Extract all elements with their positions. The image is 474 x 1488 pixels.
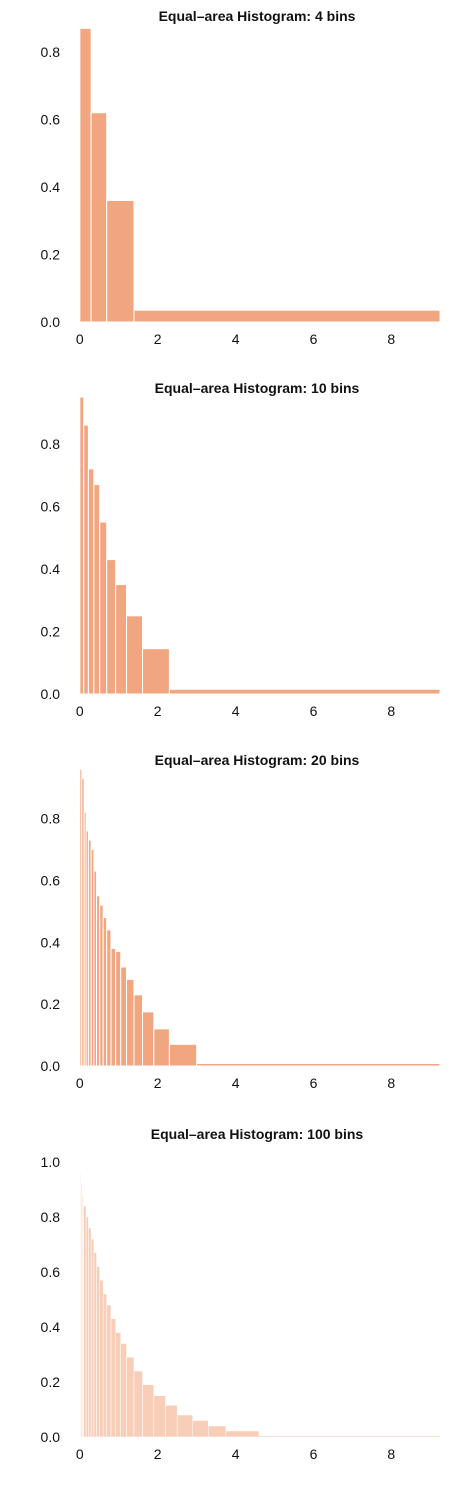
y-tick-label: 0.8 [41,1209,61,1225]
x-tick-label: 6 [310,1075,318,1091]
x-tick-label: 8 [387,703,395,719]
histogram-bar [192,1420,209,1438]
histogram-bar [87,468,95,695]
x-tick-label: 4 [232,1075,240,1091]
y-tick-label: 0.0 [41,1058,61,1074]
y-tick-label: 0.2 [41,996,61,1012]
y-tick-label: 0.4 [41,934,61,950]
x-tick-label: 4 [232,703,240,719]
y-tick-label: 0.2 [41,624,61,640]
histogram-bar [120,1343,127,1438]
histogram-bar [225,1430,260,1438]
histogram-bar [168,1043,198,1067]
histogram-bar [102,917,108,1067]
x-tick-label: 8 [387,1446,395,1462]
y-tick-label: 0.8 [41,44,61,60]
y-tick-label: 0.6 [41,1264,61,1280]
histogram-bar [99,904,104,1067]
x-tick-label: 0 [76,331,84,347]
histogram-bar [153,1028,170,1067]
histogram-bar [142,648,170,695]
x-tick-label: 2 [154,703,162,719]
histogram-bar [110,1318,116,1438]
y-tick-label: 0.0 [41,686,61,702]
histogram-bar [106,559,117,695]
histogram-panel-4: Equal–area Histogram: 100 bins 0.0 0.2 0.4 0… [41,1126,441,1462]
histogram-bar [106,1304,112,1438]
histogram-bar [83,1205,87,1438]
y-tick-label: 1.0 [41,1154,61,1170]
y-tick-label: 0.0 [41,314,61,330]
histogram-bar [133,994,144,1067]
histogram-bar [208,1425,227,1438]
x-tick-label: 8 [387,331,395,347]
histogram-bar [142,1384,155,1438]
histogram-bar [115,951,122,1067]
histogram-bar [120,966,128,1067]
histogram-bar [96,1266,100,1438]
histogram-bar [90,1238,95,1438]
chart-title: Equal–area Histogram: 4 bins [159,8,356,24]
histogram-bar [115,584,128,695]
x-tick-label: 8 [387,1075,395,1091]
y-tick-label: 0.8 [41,811,61,827]
x-tick-label: 4 [232,331,240,347]
histogram-bar [258,1435,441,1438]
x-tick-label: 2 [154,331,162,347]
histogram-bar [110,947,117,1067]
histogram-bar [133,1370,143,1438]
x-tick-label: 4 [232,1446,240,1462]
histogram-bar [142,1011,155,1067]
histogram-bar [102,1293,107,1438]
y-tick-label: 0.2 [41,1374,61,1390]
histogram-panel-1: Equal–area Histogram: 4 bins 0.0 0.2 0.4 0.6… [41,8,441,347]
histogram-bar [93,484,101,695]
histogram-bar [115,1332,121,1438]
histogram-bar [99,521,108,695]
histogram-bar [106,929,112,1067]
y-tick-label: 0.6 [41,872,61,888]
histogram-bar [93,1252,97,1438]
histogram-bar [126,978,135,1067]
x-tick-label: 6 [310,1446,318,1462]
histogram-bar [153,1395,166,1438]
histogram-bar [90,112,108,323]
histogram-bar [79,27,92,323]
chart-title: Equal–area Histogram: 10 bins [155,380,360,396]
histogram-bar [83,424,89,695]
histogram-bar [126,1357,135,1438]
x-tick-label: 2 [154,1446,162,1462]
histogram-bar [106,200,135,323]
y-tick-label: 0.0 [41,1429,61,1445]
histogram-panel-3: Equal–area Histogram: 20 bins 0.0 0.2 0.4 0.… [41,752,441,1091]
y-tick-label: 0.6 [41,112,61,128]
histogram-bar [165,1405,178,1438]
x-tick-label: 6 [310,331,318,347]
x-tick-label: 0 [76,1446,84,1462]
histogram-bar [133,309,441,323]
x-tick-label: 0 [76,703,84,719]
y-tick-label: 0.8 [41,436,61,452]
chart-title: Equal–area Histogram: 20 bins [155,752,360,768]
histogram-bar [176,1414,193,1438]
histogram-panel-2: Equal–area Histogram: 10 bins 0.0 0.2 0.4 0.… [41,380,441,719]
chart-title: Equal–area Histogram: 100 bins [151,1126,364,1142]
x-tick-label: 0 [76,1075,84,1091]
x-tick-label: 6 [310,703,318,719]
histogram-bar [79,396,85,695]
histogram-bar [99,1280,104,1438]
y-tick-label: 0.4 [41,561,61,577]
y-tick-label: 0.6 [41,498,61,514]
histogram-bar [196,1063,441,1067]
x-tick-label: 2 [154,1075,162,1091]
y-tick-label: 0.4 [41,1319,61,1335]
histogram-bar [168,688,441,695]
histogram-bar [126,615,144,695]
histogram-bar [85,1216,89,1438]
histogram-bar [88,1227,92,1438]
y-tick-label: 0.2 [41,247,61,263]
y-tick-label: 0.4 [41,179,61,195]
